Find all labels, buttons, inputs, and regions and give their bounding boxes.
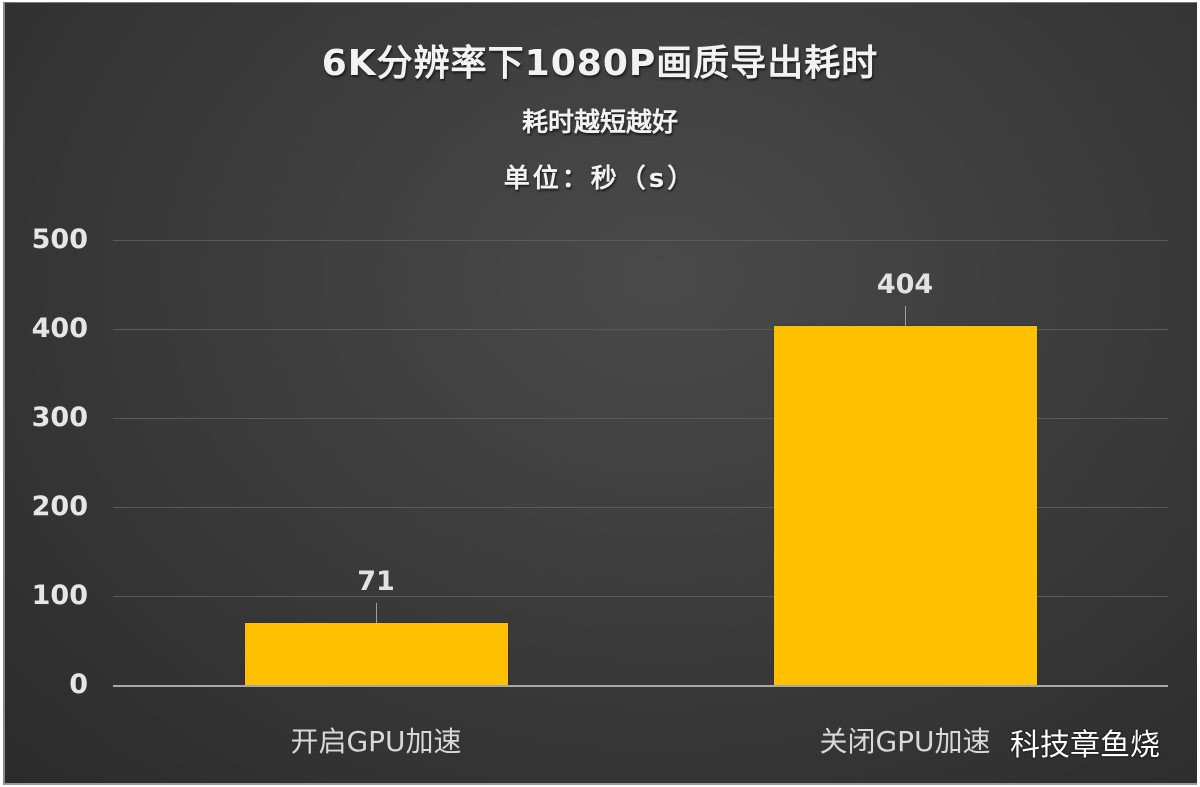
unit-label: 单位：秒（s） xyxy=(503,164,697,194)
leader-line-gpu-off xyxy=(905,306,906,326)
gridline-300 xyxy=(113,418,1168,419)
watermark: 科技章鱼烧 xyxy=(1010,728,1160,763)
gridline-100 xyxy=(113,596,1168,597)
chart-subtitle: 耗时越短越好 xyxy=(521,108,678,138)
gridline-500 xyxy=(113,240,1168,241)
y-tick-0: 0 xyxy=(69,669,88,700)
y-tick-300: 300 xyxy=(31,402,88,433)
data-label-gpu-off: 404 xyxy=(876,269,934,300)
gridline-200 xyxy=(113,507,1168,508)
y-tick-200: 200 xyxy=(31,491,88,522)
gridline-400 xyxy=(113,329,1168,330)
x-axis-line xyxy=(113,685,1168,687)
chart-title: 6K分辨率下1080P画质导出耗时 xyxy=(321,43,879,84)
y-tick-400: 400 xyxy=(31,313,88,344)
y-tick-500: 500 xyxy=(31,224,88,255)
x-label-gpu-on: 开启GPU加速 xyxy=(290,725,462,758)
bar-gpu-on xyxy=(245,623,508,686)
y-tick-100: 100 xyxy=(31,580,88,611)
x-label-gpu-off: 关闭GPU加速 xyxy=(819,725,991,758)
data-label-gpu-on: 71 xyxy=(357,566,395,597)
bar-gpu-off xyxy=(774,326,1037,686)
leader-line-gpu-on xyxy=(376,603,377,623)
